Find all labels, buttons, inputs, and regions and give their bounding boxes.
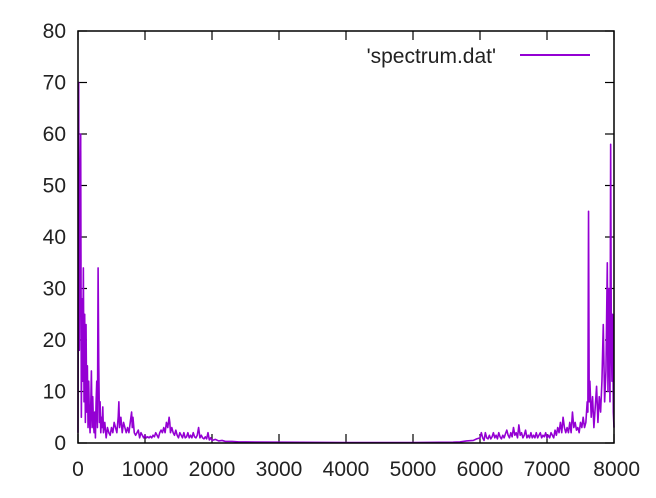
y-tick-label: 30 [43, 278, 66, 301]
series-line-spectrum [77, 81, 615, 444]
x-tick-label: 1000 [122, 458, 169, 481]
y-tick-label: 40 [43, 226, 66, 249]
x-tick-label: 3000 [256, 458, 303, 481]
legend-label: 'spectrum.dat' [367, 45, 496, 68]
x-tick-labels: 0 1000 2000 3000 4000 5000 6000 7000 8000 [72, 458, 640, 481]
x-tick-label: 7000 [524, 458, 571, 481]
y-tick-label: 10 [43, 381, 66, 404]
y-tick-label: 60 [43, 123, 66, 146]
x-tick-label: 8000 [593, 458, 640, 481]
x-tick-label: 5000 [390, 458, 437, 481]
x-tick-label: 6000 [457, 458, 504, 481]
y-tick-label: 80 [43, 20, 66, 43]
y-tick-label: 0 [54, 432, 66, 455]
y-tick-label: 70 [43, 72, 66, 95]
plot-frame [77, 30, 615, 444]
y-tick-labels: 0 10 20 30 40 50 60 70 80 [43, 20, 66, 455]
x-tick-label: 2000 [189, 458, 236, 481]
x-tick-label: 4000 [323, 458, 370, 481]
legend: 'spectrum.dat' [367, 45, 590, 68]
axis-ticks [77, 30, 615, 444]
y-tick-label: 20 [43, 329, 66, 352]
x-tick-label: 0 [72, 458, 84, 481]
y-tick-label: 50 [43, 175, 66, 198]
